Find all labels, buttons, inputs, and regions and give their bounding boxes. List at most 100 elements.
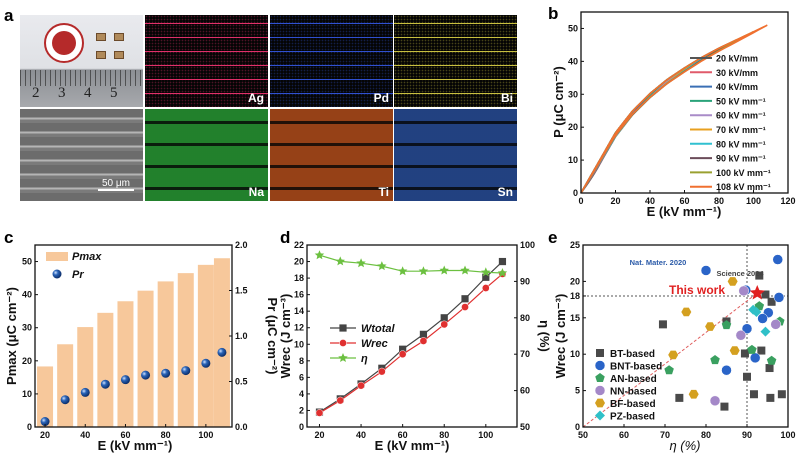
- ruler-number: 3: [58, 85, 66, 101]
- y-tick-label: 22: [294, 240, 304, 250]
- x-tick-label: 20: [40, 430, 50, 440]
- data-point-pz-based: [760, 326, 771, 337]
- x-tick-label: 20: [610, 196, 620, 206]
- element-label: Sn: [497, 185, 513, 199]
- data-point-bt-based: [740, 349, 749, 358]
- legend-label: Wrec: [361, 338, 388, 350]
- plot-frame: [582, 244, 789, 428]
- y-tick-label: 18: [294, 273, 304, 283]
- x-tick-label: 100: [198, 430, 213, 440]
- series-point: [461, 303, 469, 311]
- series-point: [461, 295, 469, 303]
- y-tick-label: 14: [294, 306, 304, 316]
- series-point: [440, 314, 448, 322]
- y2-tick-label: 0.0: [235, 422, 248, 432]
- y2-tick-label: 70: [520, 349, 530, 359]
- y2-axis-label: η (%): [537, 320, 552, 352]
- y-tick-label: 0: [299, 422, 304, 432]
- x-tick-label: 100: [746, 196, 761, 206]
- series-point: [356, 258, 366, 268]
- series-point: [315, 409, 324, 417]
- data-point-bnt-based: [741, 323, 753, 334]
- data-point-an-based: [664, 365, 674, 375]
- legend-label: 30 kV/mm: [716, 68, 758, 78]
- y-tick-label: 15: [570, 313, 580, 323]
- legend-label: Pr: [72, 269, 84, 281]
- y2-tick-label: 1.5: [235, 286, 248, 296]
- x-tick-label: 100: [780, 430, 795, 440]
- ruler-number: 2: [32, 85, 40, 101]
- y-tick-label: 12: [294, 323, 304, 333]
- legend-label: 70 kV mm⁻¹: [716, 125, 766, 135]
- x-tick-label: 0: [578, 196, 583, 206]
- eds-map-ag: Ag: [145, 15, 268, 107]
- y-axis-label: Wrec (J cm⁻³): [553, 294, 568, 379]
- pr-point: [141, 370, 151, 380]
- x-tick-label: 60: [679, 196, 689, 206]
- series-point: [419, 330, 428, 338]
- x-axis-label: η (%): [669, 438, 700, 453]
- data-point-bf-based: [727, 277, 738, 286]
- series-point: [418, 266, 429, 276]
- y2-tick-label: 50: [520, 422, 530, 432]
- eds-map-bi: Bi: [394, 15, 517, 107]
- series-point: [440, 320, 449, 329]
- y2-tick-label: 2.0: [235, 240, 248, 250]
- y-tick-label: 0: [575, 422, 580, 432]
- pr-point: [181, 366, 191, 376]
- pmax-bar: [157, 281, 174, 427]
- data-point-bt-based: [757, 346, 766, 355]
- legend-marker: [594, 360, 606, 371]
- pmax-bar: [177, 273, 194, 427]
- legend-label: 90 kV mm⁻¹: [716, 154, 766, 164]
- this-work-star: [749, 285, 765, 300]
- capacitor-chip: [114, 33, 124, 41]
- legend-label: BNT-based: [610, 362, 662, 373]
- data-point-bnt-based: [757, 313, 768, 324]
- pmax-bar: [77, 327, 94, 427]
- y-tick-label: 40: [568, 56, 578, 66]
- x-tick-label: 50: [578, 430, 588, 440]
- data-point-bt-based: [658, 320, 667, 329]
- x-tick-label: 60: [398, 430, 408, 440]
- y-tick-label: 30: [568, 89, 578, 99]
- eds-map-na: Na: [145, 109, 268, 201]
- data-point-nn-based: [738, 285, 749, 297]
- series-point: [498, 257, 507, 266]
- data-point-bnt-based: [773, 292, 785, 303]
- element-label: Ag: [248, 91, 264, 105]
- data-point-bt-based: [767, 297, 776, 306]
- series-point: [419, 337, 428, 345]
- pmax-bar: [57, 344, 74, 427]
- legend-label: 40 kV/mm: [716, 82, 758, 92]
- pmax-bar: [37, 366, 54, 427]
- x-axis-label: E (kV mm⁻¹): [375, 438, 450, 453]
- legend-marker: [595, 373, 605, 383]
- pr-point: [60, 395, 70, 405]
- legend-swatch: [52, 269, 62, 279]
- legend-label: Wtotal: [361, 323, 396, 335]
- pr-point: [120, 375, 130, 385]
- x-axis-label: E (kV mm⁻¹): [98, 438, 173, 453]
- data-point-an-based: [710, 355, 720, 365]
- data-point-bnt-based: [721, 364, 732, 376]
- pr-point: [100, 379, 110, 389]
- x-tick-label: 40: [80, 430, 90, 440]
- series-point: [399, 345, 407, 353]
- x-tick-label: 80: [714, 196, 724, 206]
- pr-point: [217, 347, 227, 357]
- data-point-nn-based: [735, 330, 747, 341]
- y2-tick-label: 80: [520, 313, 530, 323]
- y-tick-label: 10: [570, 349, 580, 359]
- pe-loop-80: [580, 47, 720, 194]
- data-point-bt-based: [755, 271, 764, 280]
- capacitor-chip: [96, 33, 106, 41]
- y-tick-label: 10: [294, 339, 304, 349]
- y-tick-label: 10: [568, 155, 578, 165]
- series-point: [398, 350, 407, 359]
- data-point-bt-based: [761, 290, 770, 299]
- y2-tick-label: 100: [520, 240, 535, 250]
- pe-loop-90: [580, 39, 737, 194]
- x-tick-label: 60: [120, 430, 130, 440]
